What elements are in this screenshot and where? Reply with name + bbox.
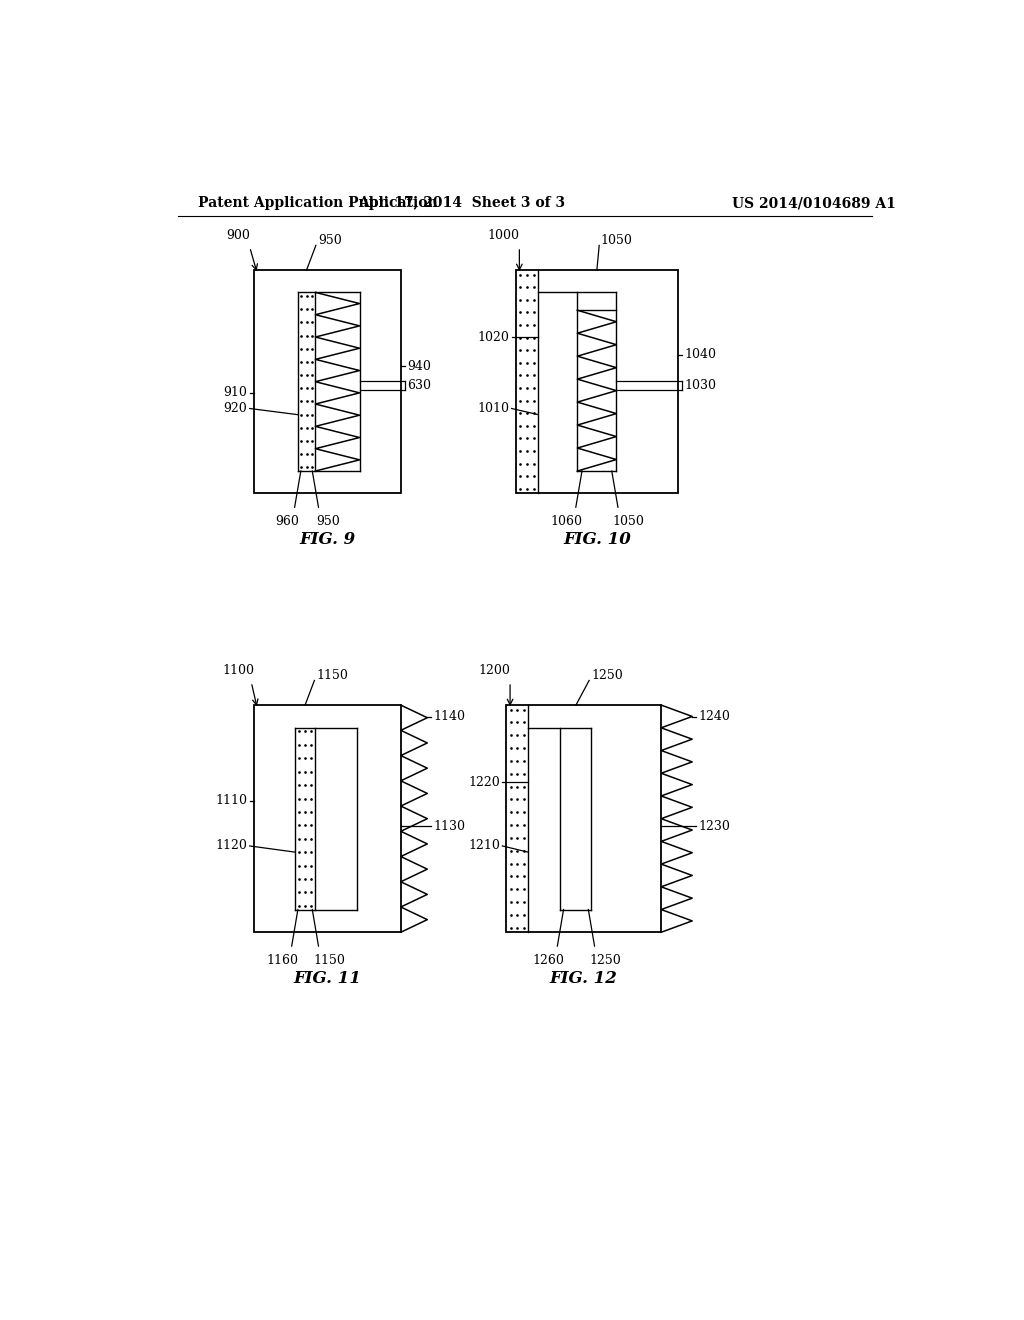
Text: 1250: 1250 xyxy=(590,954,622,966)
Text: 1260: 1260 xyxy=(532,954,564,966)
Text: 1000: 1000 xyxy=(487,228,520,242)
Text: 1050: 1050 xyxy=(613,515,645,528)
Text: FIG. 9: FIG. 9 xyxy=(299,531,355,548)
Text: 1030: 1030 xyxy=(684,379,717,392)
Text: FIG. 11: FIG. 11 xyxy=(293,970,361,987)
Text: 1150: 1150 xyxy=(313,954,345,966)
Bar xyxy=(254,271,400,494)
Text: Patent Application Publication: Patent Application Publication xyxy=(198,197,437,210)
Text: 1140: 1140 xyxy=(433,710,466,723)
Text: 1050: 1050 xyxy=(601,234,633,247)
Text: 1110: 1110 xyxy=(215,795,248,807)
Text: 1150: 1150 xyxy=(316,669,348,682)
Text: 1160: 1160 xyxy=(266,954,298,966)
Text: 1220: 1220 xyxy=(468,776,500,789)
Text: 940: 940 xyxy=(407,360,431,372)
Text: US 2014/0104689 A1: US 2014/0104689 A1 xyxy=(732,197,896,210)
Text: FIG. 12: FIG. 12 xyxy=(550,970,617,987)
Text: 1010: 1010 xyxy=(477,403,509,414)
Text: 950: 950 xyxy=(318,234,342,247)
Text: 630: 630 xyxy=(407,379,431,392)
Text: 960: 960 xyxy=(274,515,299,528)
Text: 1060: 1060 xyxy=(551,515,583,528)
Text: 1020: 1020 xyxy=(477,330,509,343)
Text: 950: 950 xyxy=(316,515,340,528)
Text: 1210: 1210 xyxy=(468,840,500,853)
Text: 920: 920 xyxy=(223,403,248,414)
Bar xyxy=(515,271,678,494)
Text: 1240: 1240 xyxy=(698,710,730,723)
Text: 900: 900 xyxy=(226,228,250,242)
Text: 1230: 1230 xyxy=(698,820,730,833)
Text: 1200: 1200 xyxy=(478,664,511,677)
Bar xyxy=(254,705,400,932)
Bar xyxy=(506,705,662,932)
Text: 1250: 1250 xyxy=(592,669,624,682)
Text: 910: 910 xyxy=(223,387,248,400)
Text: FIG. 10: FIG. 10 xyxy=(563,531,631,548)
Text: 1120: 1120 xyxy=(215,840,248,853)
Text: 1040: 1040 xyxy=(684,348,717,362)
Text: 1100: 1100 xyxy=(222,664,254,677)
Text: 1130: 1130 xyxy=(433,820,466,833)
Text: Apr. 17, 2014  Sheet 3 of 3: Apr. 17, 2014 Sheet 3 of 3 xyxy=(357,197,565,210)
